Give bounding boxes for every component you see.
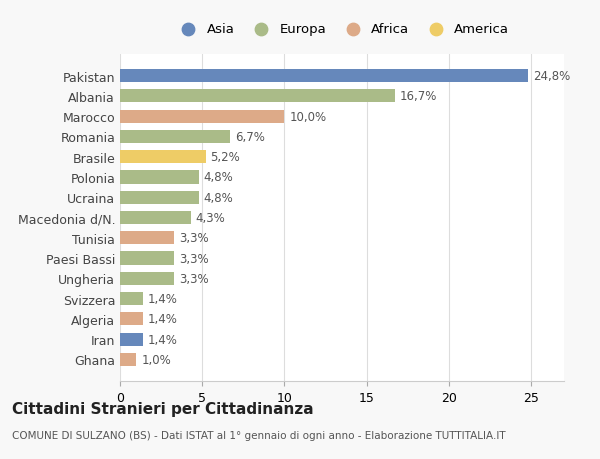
Text: Cittadini Stranieri per Cittadinanza: Cittadini Stranieri per Cittadinanza xyxy=(12,401,314,416)
Text: 4,8%: 4,8% xyxy=(204,191,233,204)
Text: 4,8%: 4,8% xyxy=(204,171,233,184)
Text: 1,4%: 1,4% xyxy=(148,292,178,305)
Text: 4,3%: 4,3% xyxy=(196,212,226,224)
Bar xyxy=(120,232,174,245)
Bar xyxy=(120,272,174,285)
Text: 10,0%: 10,0% xyxy=(289,111,326,123)
Bar xyxy=(120,171,199,184)
Bar xyxy=(120,212,191,224)
Text: 5,2%: 5,2% xyxy=(211,151,240,164)
Bar xyxy=(120,292,143,306)
Text: 3,3%: 3,3% xyxy=(179,252,209,265)
Bar xyxy=(120,313,143,326)
Text: 16,7%: 16,7% xyxy=(400,90,437,103)
Text: 1,4%: 1,4% xyxy=(148,333,178,346)
Bar xyxy=(120,252,174,265)
Bar xyxy=(120,110,284,123)
Text: 24,8%: 24,8% xyxy=(533,70,570,83)
Text: 3,3%: 3,3% xyxy=(179,232,209,245)
Text: 1,0%: 1,0% xyxy=(142,353,171,366)
Bar xyxy=(120,191,199,204)
Bar xyxy=(120,90,395,103)
Text: COMUNE DI SULZANO (BS) - Dati ISTAT al 1° gennaio di ogni anno - Elaborazione TU: COMUNE DI SULZANO (BS) - Dati ISTAT al 1… xyxy=(12,431,506,440)
Legend: Asia, Europa, Africa, America: Asia, Europa, Africa, America xyxy=(171,19,513,40)
Bar xyxy=(120,130,230,144)
Bar xyxy=(120,333,143,346)
Text: 3,3%: 3,3% xyxy=(179,272,209,285)
Bar xyxy=(120,353,136,366)
Text: 1,4%: 1,4% xyxy=(148,313,178,325)
Bar xyxy=(120,151,206,164)
Bar xyxy=(120,70,528,83)
Text: 6,7%: 6,7% xyxy=(235,131,265,144)
